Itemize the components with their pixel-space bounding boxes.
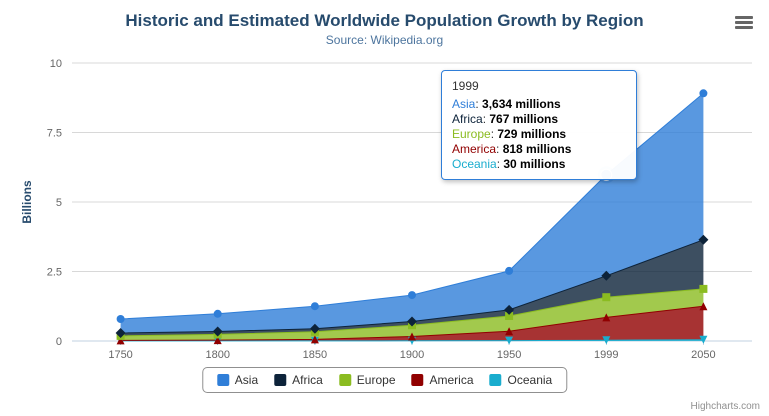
point-africa-1999[interactable]: [601, 270, 612, 281]
tooltip-series-name: Africa: [452, 112, 483, 126]
tooltip-series-name: Oceania: [452, 157, 497, 171]
legend-item-america[interactable]: America: [411, 373, 474, 387]
legend-label: Asia: [234, 373, 259, 387]
tooltip-row-africa: Africa: 767 millions: [452, 112, 559, 126]
y-tick-label: 2.5: [47, 267, 62, 279]
highcharts-credits[interactable]: Highcharts.com: [690, 401, 760, 412]
point-america-1800[interactable]: [213, 336, 222, 345]
point-oceania-2050[interactable]: [699, 335, 708, 344]
tooltip-row-oceania: Oceania: 30 millions: [452, 157, 566, 171]
point-america-1750[interactable]: [116, 336, 125, 345]
point-europe-2050[interactable]: [699, 284, 708, 293]
legend-label: Oceania: [507, 373, 553, 387]
legend-swatch-africa: [274, 374, 287, 386]
point-asia-2050[interactable]: [699, 89, 708, 98]
point-africa-1750[interactable]: [115, 328, 126, 338]
legend-item-asia[interactable]: Asia: [216, 373, 259, 387]
point-africa-1950[interactable]: [504, 304, 515, 315]
tooltip-series-value: 30 millions: [503, 157, 566, 171]
point-africa-1850[interactable]: [309, 323, 320, 334]
x-tick-label: 1750: [108, 349, 132, 361]
legend-label: Europe: [356, 373, 396, 387]
point-europe-1999[interactable]: [602, 293, 611, 302]
y-tick-label: 5: [56, 197, 62, 209]
x-tick-label: 2050: [691, 349, 715, 361]
export-menu-button[interactable]: [732, 11, 756, 34]
x-tick-label: 1900: [400, 349, 424, 361]
area-series-asia[interactable]: [120, 93, 704, 333]
tooltip-rows: Asia: 3,634 millions Africa: 767 millions…: [452, 97, 626, 172]
hamburger-icon-line: [735, 21, 753, 24]
x-tick-label: 1850: [303, 349, 327, 361]
tooltip-row-europe: Europe: 729 millions: [452, 127, 567, 141]
hamburger-icon-line: [735, 26, 753, 29]
point-asia-1850[interactable]: [310, 302, 319, 311]
legend-swatch-europe: [338, 374, 351, 386]
y-tick-label: 7.5: [47, 128, 62, 140]
chart-title: Historic and Estimated Worldwide Populat…: [125, 11, 644, 30]
chart-subtitle: Source: Wikipedia.org: [325, 33, 444, 47]
point-asia-1750[interactable]: [116, 315, 125, 323]
point-africa-2050[interactable]: [698, 234, 709, 245]
hamburger-icon-line: [735, 16, 753, 19]
point-america-1900[interactable]: [408, 332, 416, 341]
tooltip-series-value: 767 millions: [489, 112, 559, 126]
point-oceania-1950[interactable]: [505, 336, 514, 345]
tooltip-series-name: Europe: [452, 127, 491, 141]
tooltip: 1999 Asia: 3,634 millions Africa: 767 mil…: [441, 70, 637, 180]
y-tick-label: 10: [50, 58, 62, 70]
area-series-africa[interactable]: [120, 239, 704, 336]
point-oceania-1999[interactable]: [602, 336, 611, 345]
legend-item-europe[interactable]: Europe: [338, 373, 396, 387]
point-asia-1800[interactable]: [213, 309, 222, 318]
legend-swatch-oceania: [489, 374, 502, 386]
x-tick-label: 1950: [497, 349, 521, 361]
point-asia-1900[interactable]: [408, 291, 416, 300]
tooltip-row-america: America: 818 millions: [452, 142, 572, 156]
point-america-1999[interactable]: [602, 313, 611, 322]
point-asia-1950[interactable]: [505, 266, 514, 275]
x-tick-label: 1999: [594, 349, 618, 361]
legend: Asia Africa Europe America Oceania: [201, 367, 568, 393]
y-axis-title: Billions: [20, 180, 34, 224]
point-america-1850[interactable]: [310, 335, 319, 344]
legend-item-africa[interactable]: Africa: [274, 373, 323, 387]
legend-item-oceania[interactable]: Oceania: [489, 373, 553, 387]
point-europe-1950[interactable]: [505, 312, 514, 320]
tooltip-series-value: 729 millions: [497, 127, 567, 141]
y-tick-label: 0: [56, 336, 62, 348]
point-africa-1800[interactable]: [212, 326, 223, 337]
tooltip-series-value: 3,634 millions: [482, 97, 561, 111]
area-series-america[interactable]: [120, 306, 704, 341]
legend-label: Africa: [292, 373, 323, 387]
tooltip-series-name: Asia: [452, 97, 476, 111]
x-tick-label: 1800: [205, 349, 229, 361]
tooltip-series-value: 818 millions: [502, 142, 572, 156]
point-america-1950[interactable]: [505, 327, 514, 336]
tooltip-row-asia: Asia: 3,634 millions: [452, 97, 561, 111]
legend-swatch-america: [411, 374, 424, 386]
point-america-2050[interactable]: [699, 302, 708, 311]
point-africa-1900[interactable]: [407, 316, 417, 327]
legend-swatch-asia: [216, 374, 229, 386]
tooltip-header: 1999: [452, 79, 479, 93]
legend-label: America: [429, 373, 474, 387]
tooltip-series-name: America: [452, 142, 497, 156]
